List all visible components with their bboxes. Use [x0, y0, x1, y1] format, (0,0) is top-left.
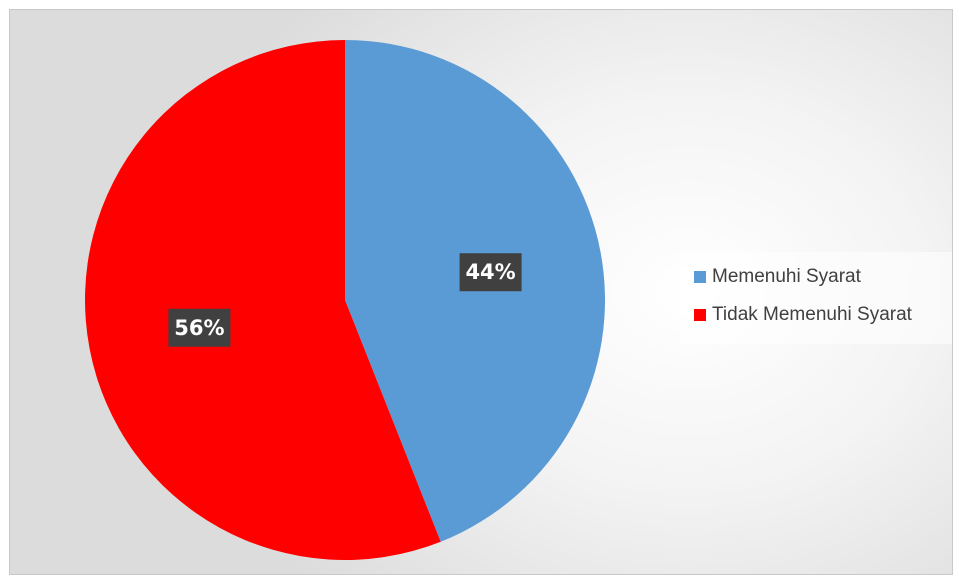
legend-swatch-memenuhi-syarat [694, 271, 706, 283]
legend-item-memenuhi-syarat: Memenuhi Syarat [694, 264, 952, 290]
data-label-tidak-memenuhi-syarat: 56% [168, 308, 231, 347]
legend-swatch-tidak-memenuhi-syarat [694, 309, 706, 321]
pie-slice-tidak-memenuhi-syarat [84, 40, 441, 560]
data-label-box-tidak-memenuhi-syarat [168, 308, 231, 347]
legend-label-tidak-memenuhi-syarat: Tidak Memenuhi Syarat [712, 304, 912, 325]
legend-label-memenuhi-syarat: Memenuhi Syarat [712, 266, 861, 287]
pie-chart: 44% 56% [84, 40, 605, 560]
chart-area: 44% 56% Memenuhi Syarat Tidak Memenuhi Sy… [9, 9, 953, 575]
data-label-text-memenuhi-syarat: 44% [465, 260, 515, 284]
data-label-box-memenuhi-syarat [459, 253, 522, 292]
data-label-memenuhi-syarat: 44% [459, 253, 522, 292]
legend: Memenuhi Syarat Tidak Memenuhi Syarat [680, 252, 952, 344]
data-label-text-tidak-memenuhi-syarat: 56% [174, 316, 224, 340]
legend-item-tidak-memenuhi-syarat: Tidak Memenuhi Syarat [694, 302, 952, 328]
